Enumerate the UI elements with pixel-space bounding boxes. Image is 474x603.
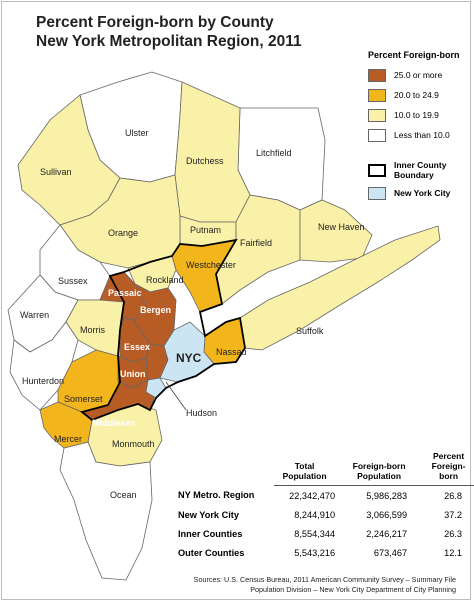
table-header-total: Total Population	[274, 451, 336, 486]
county-litchfield	[237, 107, 326, 211]
label-passaic: Passaic	[108, 288, 142, 298]
legend-item-20-24: 20.0 to 24.9	[368, 85, 468, 105]
label-warren: Warren	[20, 310, 49, 320]
row-total: 8,554,344	[294, 528, 336, 539]
label-ulster: Ulster	[125, 128, 149, 138]
label-essex: Essex	[124, 342, 150, 352]
legend-swatch-less-10	[368, 128, 386, 142]
label-suffolk: Suffolk	[296, 326, 324, 336]
label-sullivan: Sullivan	[40, 167, 72, 177]
row-pct: 26.3	[444, 528, 462, 539]
label-dutchess: Dutchess	[186, 156, 224, 166]
label-westchester: Westchester	[186, 260, 236, 270]
population-table: Total Population Foreign-born Population…	[178, 451, 474, 562]
legend-item-less-10: Less than 10.0	[368, 125, 468, 145]
table-header-percent: Percent Foreign-born	[415, 451, 474, 486]
row-name: Inner Counties	[178, 528, 243, 539]
inner-county-boundary	[80, 238, 246, 422]
map-legend: Percent Foreign-born 25.0 or more 20.0 t…	[368, 50, 468, 203]
row-foreign: 2,246,217	[366, 528, 408, 539]
label-nyc: NYC	[176, 351, 202, 365]
row-name: NY Metro. Region	[178, 490, 255, 501]
label-ocean: Ocean	[110, 490, 137, 500]
county-dutchess	[174, 81, 251, 223]
legend-swatch-20-24	[368, 88, 386, 102]
legend-label-less-10: Less than 10.0	[394, 130, 450, 140]
legend-swatch-25-plus	[368, 68, 386, 82]
label-monmouth: Monmouth	[112, 439, 155, 449]
label-new-haven: New Haven	[318, 222, 365, 232]
label-litchfield: Litchfield	[256, 148, 292, 158]
row-total: 5,543,216	[294, 547, 336, 558]
county-orange	[59, 174, 181, 269]
table-header-blank	[178, 451, 274, 486]
table-row: Outer Counties 5,543,216 673,467 12.1	[178, 543, 474, 562]
legend-label-20-24: 20.0 to 24.9	[394, 90, 439, 100]
legend-item-10-19: 10.0 to 19.9	[368, 105, 468, 125]
label-rockland: Rockland	[146, 275, 184, 285]
label-morris: Morris	[80, 325, 105, 335]
source-line-1: Sources: U.S. Census Bureau, 2011 Americ…	[193, 575, 456, 584]
legend-item-nyc: New York City	[368, 183, 468, 203]
row-foreign: 673,467	[373, 547, 408, 558]
legend-label-10-19: 10.0 to 19.9	[394, 110, 439, 120]
legend-title: Percent Foreign-born	[368, 50, 460, 60]
legend-label-25-plus: 25.0 or more	[394, 70, 443, 80]
county-new-haven	[299, 199, 373, 263]
label-sussex: Sussex	[58, 276, 88, 286]
label-fairfield: Fairfield	[240, 238, 272, 248]
legend-swatch-nyc	[368, 186, 386, 200]
source-line-2: Population Division – New York City Depa…	[250, 585, 456, 594]
county-suffolk	[239, 225, 441, 351]
legend-swatch-10-19	[368, 108, 386, 122]
row-pct: 26.8	[444, 490, 462, 501]
label-hunterdon: Hunterdon	[22, 376, 64, 386]
row-total: 22,342,470	[289, 490, 336, 501]
label-putnam: Putnam	[190, 225, 221, 235]
hudson-leader-line	[165, 381, 187, 411]
row-pct: 12.1	[444, 547, 462, 558]
table-row: New York City 8,244,910 3,066,599 37.2	[178, 505, 474, 524]
label-bergen: Bergen	[140, 305, 171, 315]
label-middlesex: Middlesex	[92, 418, 136, 428]
label-union: Union	[120, 369, 146, 379]
label-mercer: Mercer	[54, 434, 82, 444]
label-hudson: Hudson	[186, 408, 217, 418]
label-nassau: Nassau	[216, 347, 247, 357]
legend-swatch-boundary	[368, 163, 386, 177]
table-row: NY Metro. Region 22,342,470 5,986,283 26…	[178, 486, 474, 506]
table-header-row: Total Population Foreign-born Population…	[178, 451, 474, 486]
row-name: Outer Counties	[178, 547, 245, 558]
source-note: Sources: U.S. Census Bureau, 2011 Americ…	[194, 575, 456, 595]
legend-label-nyc: New York City	[394, 188, 451, 198]
title-line-2: New York Metropolitan Region, 2011	[36, 33, 302, 50]
title-line-1: Percent Foreign-born by County	[36, 14, 274, 31]
row-foreign: 3,066,599	[366, 509, 408, 520]
row-pct: 37.2	[444, 509, 462, 520]
label-somerset: Somerset	[64, 394, 103, 404]
row-foreign: 5,986,283	[366, 490, 408, 501]
legend-label-boundary: Inner County Boundary	[394, 160, 447, 180]
map-title: Percent Foreign-born by County New York …	[36, 13, 302, 51]
row-total: 8,244,910	[294, 509, 336, 520]
table-row: Inner Counties 8,554,344 2,246,217 26.3	[178, 524, 474, 543]
label-orange: Orange	[108, 228, 138, 238]
county-mercer	[39, 401, 93, 449]
row-name: New York City	[178, 509, 239, 520]
legend-item-25-plus: 25.0 or more	[368, 65, 468, 85]
table-header-foreign: Foreign-born Population	[335, 451, 416, 486]
legend-item-boundary: Inner County Boundary	[368, 157, 468, 183]
county-ocean	[59, 441, 153, 581]
